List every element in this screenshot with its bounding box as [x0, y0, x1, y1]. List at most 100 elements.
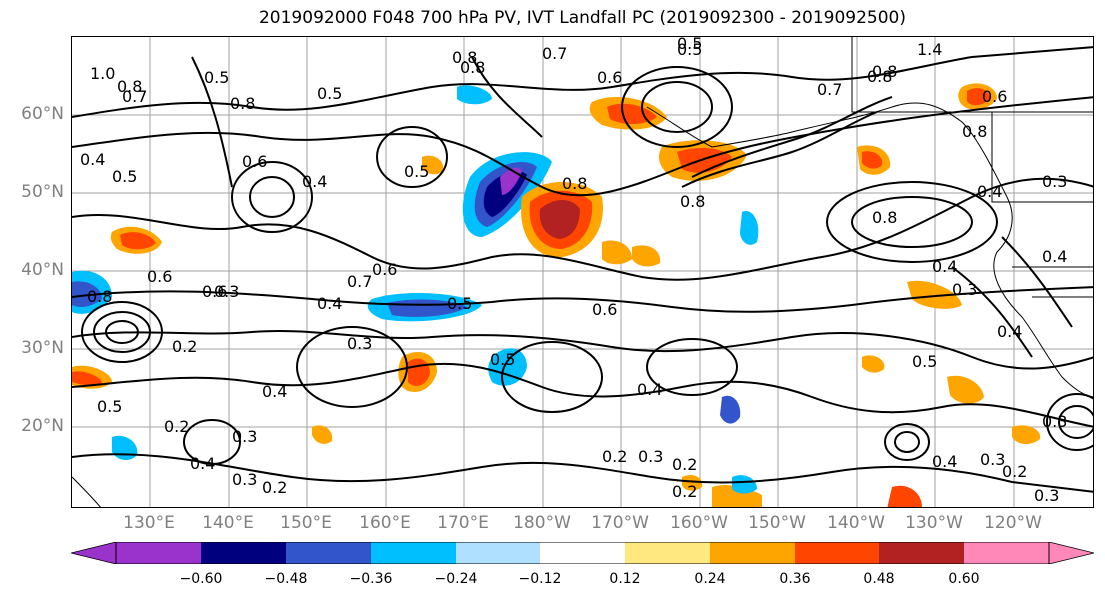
contour-label: 1.0: [90, 64, 115, 83]
contour-label: 0.8: [872, 208, 897, 227]
contour-label: 0.5: [204, 68, 229, 87]
contour-label: 0.4: [977, 182, 1002, 201]
colorbar-tick: −0.48: [264, 571, 308, 587]
contour-label: 0.5: [677, 37, 702, 53]
contour-label: 0.2: [602, 447, 627, 466]
contour-label: 0.4: [302, 172, 327, 191]
colorbar-tick: 0.36: [779, 571, 811, 587]
contour-label: 0.4: [997, 322, 1022, 341]
lon-label-180w: 180°W: [513, 513, 571, 533]
lat-label-50n: 50°N: [21, 182, 64, 202]
contour-labels: 0.8 0.7 0.5 1.0 0.8 0.8 0.4 0.5 0.5 0.7 …: [80, 37, 1067, 505]
pv-contours: [72, 46, 1093, 493]
map-canvas: 0.8 0.7 0.5 1.0 0.8 0.8 0.4 0.5 0.5 0.7 …: [72, 37, 1093, 507]
contour-label: 0.7: [542, 44, 567, 63]
contour-label: 0.6: [242, 152, 267, 171]
contour-label: 0.8: [460, 58, 485, 77]
contour-label: 0.6: [372, 260, 397, 279]
contour-label: 0.5: [317, 84, 342, 103]
contour-label: 0.3: [1042, 172, 1067, 191]
contour-label: 0.2: [262, 478, 287, 497]
contour-label: 0.4: [190, 454, 215, 473]
contour-label: 0.8: [230, 94, 255, 113]
map-title: 2019092000 F048 700 hPa PV, IVT Landfall…: [258, 8, 906, 28]
colorbar-swatch: [1048, 542, 1094, 564]
contour-label: 0.3: [1042, 412, 1067, 431]
lon-label-160w: 160°W: [670, 513, 728, 533]
contour-label: 0.3: [980, 450, 1005, 469]
colorbar-swatch: [286, 542, 371, 564]
colorbar-swatch: [456, 542, 540, 564]
contour-label: 0.4: [932, 257, 957, 276]
contour-label: 0.6: [982, 87, 1007, 106]
lat-label-60n: 60°N: [21, 104, 64, 124]
colorbar-swatch: [879, 542, 964, 564]
lon-label-150e: 150°E: [280, 513, 332, 533]
colorbar-swatch: [964, 542, 1049, 564]
contour-label: 0.7: [817, 80, 842, 99]
contour-label: 0.8: [117, 77, 142, 96]
contour-label: 0.3: [214, 282, 239, 301]
colorbar-tick: −0.36: [349, 571, 393, 587]
colorbar-tick: −0.24: [434, 571, 478, 587]
colorbar-tick: −0.12: [518, 571, 562, 587]
contour-label: 0.6: [202, 282, 227, 301]
contour-label: 0.7: [122, 87, 147, 106]
contour-label: 0.8: [87, 287, 112, 306]
lon-label-150w: 150°W: [748, 513, 806, 533]
colorbar-swatch: [201, 542, 286, 564]
lon-label-120w: 120°W: [984, 513, 1042, 533]
colorbar-swatch: [116, 542, 201, 564]
colorbar-tick: 0.24: [694, 571, 726, 587]
lon-label-130e: 130°E: [123, 513, 175, 533]
contour-label: 0.2: [1002, 462, 1027, 481]
colorbar-swatch: [371, 542, 456, 564]
colorbar-swatch: [625, 542, 710, 564]
contour-label: 0.8: [962, 122, 987, 141]
contour-label: 0.3: [638, 447, 663, 466]
contour-label: 0.4: [262, 382, 287, 401]
contour-label: 0.4: [1042, 247, 1067, 266]
contour-label: 0.2: [672, 455, 697, 474]
colorbar: [71, 542, 1094, 564]
contour-label: 1.4: [917, 40, 942, 59]
lon-label-130w: 130°W: [905, 513, 963, 533]
contour-label: 0.4: [80, 150, 105, 169]
map-panel[interactable]: 0.8 0.7 0.5 1.0 0.8 0.8 0.4 0.5 0.5 0.7 …: [71, 36, 1094, 508]
colorbar-swatch: [71, 542, 117, 564]
contour-label: 0.6: [597, 68, 622, 87]
lon-label-170e: 170°E: [437, 513, 489, 533]
contour-label: 0.2: [164, 417, 189, 436]
contour-label: 0.6: [147, 267, 172, 286]
contour-label: 0.8: [867, 67, 892, 86]
contour-label: 0.8: [680, 192, 705, 211]
colorbar-tick: 0.48: [863, 571, 895, 587]
contour-label: 0.2: [172, 337, 197, 356]
contour-label: 0.3: [232, 470, 257, 489]
contour-label: 0.4: [317, 294, 342, 313]
lat-label-30n: 30°N: [21, 338, 64, 358]
contour-label: 0.5: [97, 397, 122, 416]
contour-label: 0.3: [1034, 486, 1059, 505]
colorbar-tick: −0.60: [179, 571, 223, 587]
lat-label-40n: 40°N: [21, 260, 64, 280]
lon-label-170w: 170°W: [591, 513, 649, 533]
colorbar-swatch: [710, 542, 795, 564]
contour-label: 0.5: [490, 350, 515, 369]
contour-label: 0.4: [932, 452, 957, 471]
colorbar-swatch: [540, 542, 625, 564]
colorbar-swatch: [795, 542, 879, 564]
contour-label: 0.8: [872, 62, 897, 81]
contour-label: 0.7: [347, 272, 372, 291]
coastlines: [72, 37, 1093, 507]
contour-label: 0.5: [912, 352, 937, 371]
lon-label-140e: 140°E: [202, 513, 254, 533]
contour-label: 0.5: [112, 167, 137, 186]
contour-label: 0.6: [592, 300, 617, 319]
contour-label: 0.5: [447, 294, 472, 313]
contour-label: 0.4: [637, 380, 662, 399]
contour-label: 0.5: [404, 162, 429, 181]
lat-label-20n: 20°N: [21, 416, 64, 436]
colorbar-tick: 0.12: [609, 571, 641, 587]
contour-label: 0.5: [677, 40, 702, 59]
